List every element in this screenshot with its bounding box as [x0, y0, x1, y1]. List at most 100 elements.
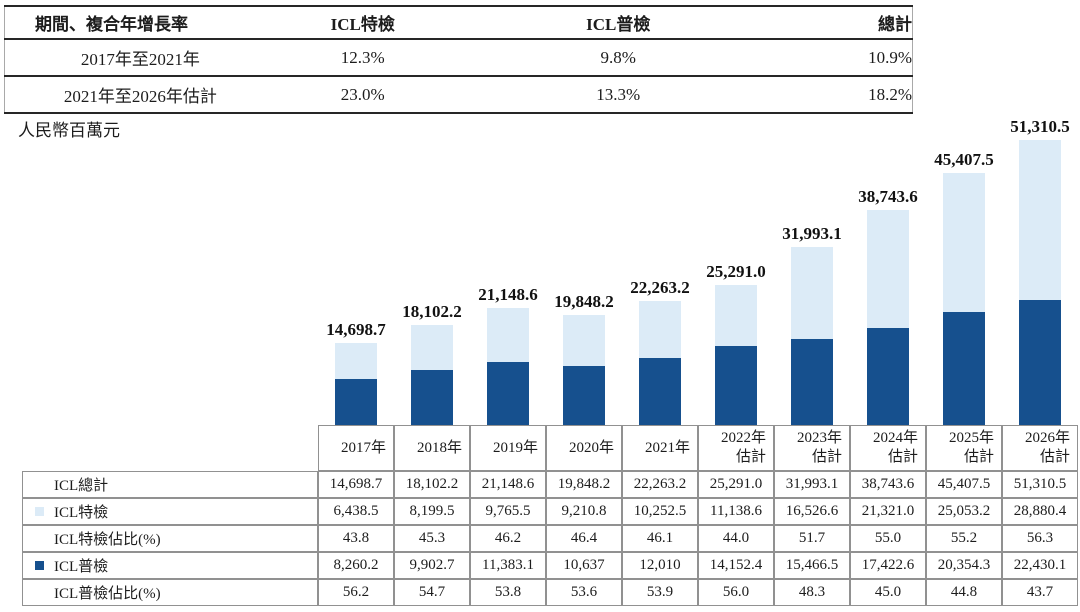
table-value-cell: 8,260.2: [318, 552, 394, 579]
bar-segment-icl-general: [335, 379, 377, 425]
table-value-cell: 56.2: [318, 579, 394, 606]
table-value-cell: 43.7: [1002, 579, 1078, 606]
table-value-cell: 53.8: [470, 579, 546, 606]
row-label: ICL總計: [54, 478, 109, 494]
table-value-cell: 25,053.2: [926, 498, 1002, 525]
table-value-cell: 25,291.0: [698, 471, 774, 498]
table-value-cell: 43.8: [318, 525, 394, 552]
table-value-cell: 14,152.4: [698, 552, 774, 579]
table-value-cell: 46.1: [622, 525, 698, 552]
stacked-bar-2021年: [639, 301, 681, 425]
bar-value-label: 45,407.5: [934, 149, 994, 169]
year-header-cell: 2026年 估計: [1002, 425, 1078, 471]
bar-segment-icl-general: [715, 346, 757, 425]
row-label: ICL特檢佔比(%): [54, 532, 161, 548]
bar-value-label: 14,698.7: [326, 320, 386, 340]
cagr-period: 2017年至2021年: [80, 50, 200, 69]
table-row: ICL總計 14,698.7 18,102.2 21,148.6 19,848.2 22,…: [22, 471, 1078, 498]
bar-segment-icl-special: [943, 172, 985, 312]
bar-value-label: 38,743.6: [858, 186, 918, 206]
cagr-value: 18.2%: [868, 84, 912, 104]
legend-swatch-icon: [35, 561, 44, 570]
bar-segment-icl-general: [867, 328, 909, 425]
table-value-cell: 51,310.5: [1002, 471, 1078, 498]
table-value-cell: 21,148.6: [470, 471, 546, 498]
table-value-cell: 10,252.5: [622, 498, 698, 525]
table-value-cell: 16,526.6: [774, 498, 850, 525]
table-value-cell: 44.0: [698, 525, 774, 552]
cagr-header-row: 期間、複合年增長率 ICL特檢 ICL普檢 總計: [4, 6, 913, 39]
table-value-cell: 51.7: [774, 525, 850, 552]
cagr-row-2017-2021: 2017年至2021年 12.3% 9.8% 10.9%: [4, 39, 913, 76]
table-row: ICL普檢佔比(%) 56.2 54.7 53.8 53.6 53.9 56.0 48.3 45…: [22, 579, 1078, 606]
bar-segment-icl-general: [639, 358, 681, 425]
row-label: ICL特檢: [54, 505, 109, 521]
table-row: ICL特檢佔比(%) 43.8 45.3 46.2 46.4 46.1 44.0 51.7 55…: [22, 525, 1078, 552]
bar-segment-icl-general: [563, 365, 605, 425]
table-value-cell: 53.9: [622, 579, 698, 606]
table-value-cell: 46.4: [546, 525, 622, 552]
year-header-cell: 2017年: [318, 425, 394, 471]
row-label-cell: ICL總計: [22, 471, 318, 498]
table-row: ICL特檢 6,438.5 8,199.5 9,765.5 9,210.8 10,252.…: [22, 498, 1078, 525]
stacked-bar-2018年: [411, 324, 453, 425]
table-value-cell: 56.3: [1002, 525, 1078, 552]
bar-segment-icl-special: [411, 324, 453, 370]
table-value-cell: 10,637: [546, 552, 622, 579]
stacked-bar-2019年: [487, 307, 529, 426]
bar-value-label: 25,291.0: [706, 261, 766, 281]
cagr-value: 12.3%: [340, 47, 385, 67]
cagr-row-2021-2026: 2021年至2026年估計 23.0% 13.3% 18.2%: [4, 76, 913, 113]
table-value-cell: 56.0: [698, 579, 774, 606]
bar-segment-icl-special: [563, 314, 605, 366]
stacked-bar-chart: 14,698.7 18,102.2 21,148.6 19,848.2 22,263.2…: [318, 117, 1078, 426]
row-label-cell: ICL特檢佔比(%): [22, 525, 318, 552]
table-value-cell: 17,422.6: [850, 552, 926, 579]
bar-value-label: 21,148.6: [478, 284, 538, 304]
stacked-bar-2020年: [563, 314, 605, 425]
bar-segment-icl-general: [411, 370, 453, 425]
cagr-value: 10.9%: [868, 47, 912, 67]
table-value-cell: 53.6: [546, 579, 622, 606]
table-value-cell: 45.3: [394, 525, 470, 552]
cagr-period: 2021年至2026年估計: [63, 87, 217, 106]
table-value-cell: 8,199.5: [394, 498, 470, 525]
data-table-body: ICL總計 14,698.7 18,102.2 21,148.6 19,848.2 22,…: [22, 471, 1078, 606]
table-value-cell: 22,263.2: [622, 471, 698, 498]
table-value-cell: 46.2: [470, 525, 546, 552]
table-value-cell: 18,102.2: [394, 471, 470, 498]
bar-value-label: 51,310.5: [1010, 117, 1070, 136]
year-header-cell: 2020年: [546, 425, 622, 471]
year-header-cell: 2024年 估計: [850, 425, 926, 471]
bar-segment-icl-special: [715, 284, 757, 347]
bar-segment-icl-general: [943, 311, 985, 425]
year-header-cell: 2023年 估計: [774, 425, 850, 471]
row-label-cell: ICL普檢佔比(%): [22, 579, 318, 606]
cagr-table: 期間、複合年增長率 ICL特檢 ICL普檢 總計 2017年至2021年 12.…: [4, 5, 913, 114]
bar-segment-icl-special: [487, 307, 529, 362]
year-header-cell: 2025年 估計: [926, 425, 1002, 471]
table-value-cell: 44.8: [926, 579, 1002, 606]
axis-unit-label: 人民幣百萬元: [18, 121, 120, 140]
stacked-bar-2023年估計: [791, 247, 833, 425]
stacked-bar-2026年估計: [1019, 140, 1061, 425]
bar-value-label: 19,848.2: [554, 291, 614, 311]
cagr-header-icl-special: ICL特檢: [330, 15, 395, 34]
bar-value-label: 31,993.1: [782, 224, 842, 244]
bar-value-label: 22,263.2: [630, 278, 690, 298]
table-value-cell: 20,354.3: [926, 552, 1002, 579]
table-value-cell: 14,698.7: [318, 471, 394, 498]
table-value-cell: 45.0: [850, 579, 926, 606]
stacked-bar-2025年估計: [943, 172, 985, 425]
stacked-bar-2024年估計: [867, 209, 909, 425]
cagr-header-total: 總計: [878, 15, 912, 34]
bar-segment-icl-special: [791, 247, 833, 340]
cagr-header-period: 期間、複合年增長率: [35, 15, 188, 34]
bar-segment-icl-special: [639, 301, 681, 359]
row-label: ICL普檢: [54, 559, 109, 575]
table-value-cell: 54.7: [394, 579, 470, 606]
year-header-row: 2017年 2018年 2019年 2020年 2021年 2022年 估計 2023年 估計 2…: [318, 425, 1078, 471]
bar-segment-icl-special: [335, 343, 377, 380]
table-value-cell: 28,880.4: [1002, 498, 1078, 525]
